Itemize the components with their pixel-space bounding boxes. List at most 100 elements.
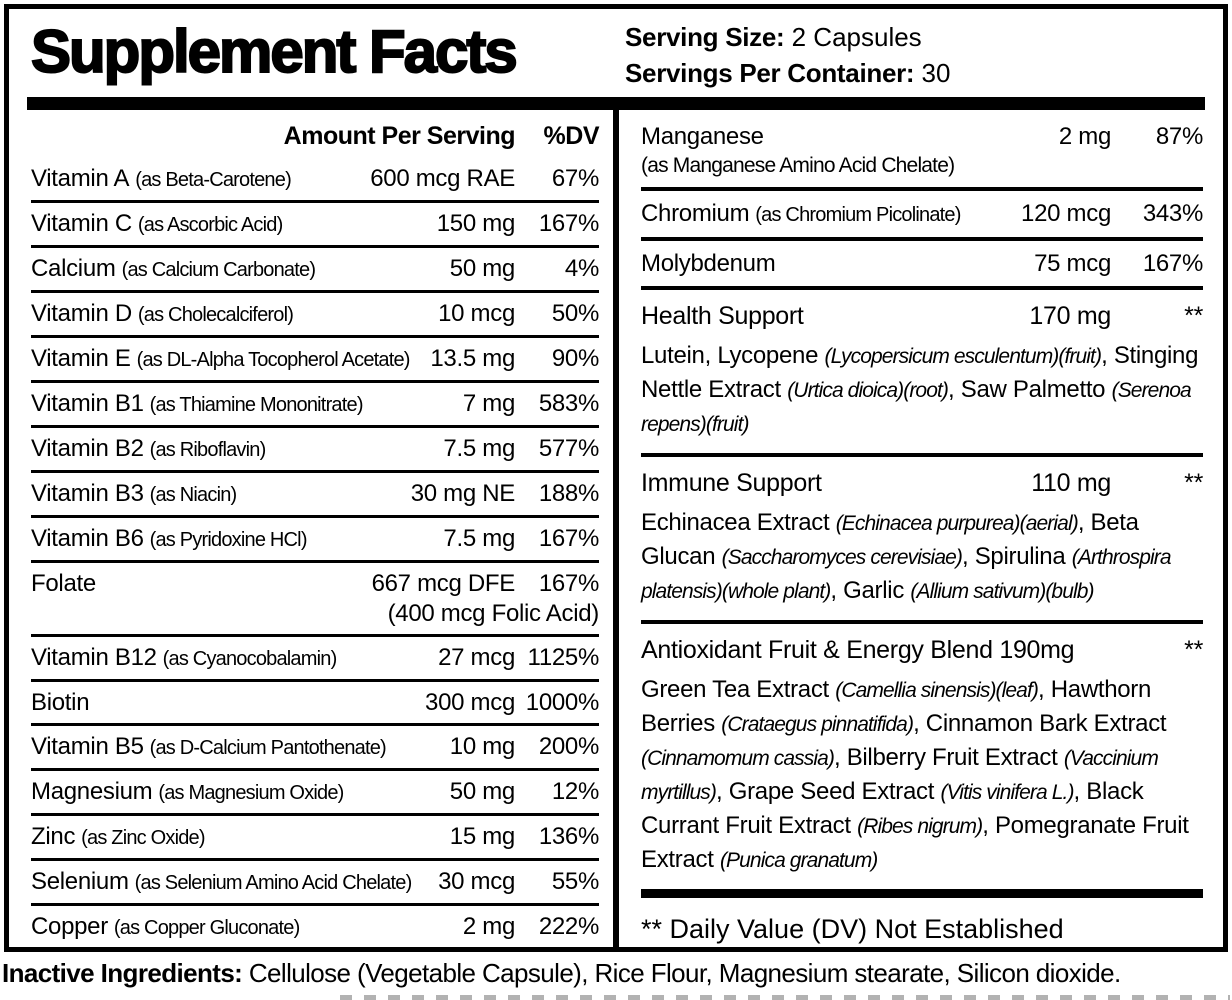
latin-name: (Echinacea purpurea)(aerial) — [835, 512, 1079, 535]
nutrient-name: Selenium — [31, 868, 129, 895]
ingredient-text: , Garlic — [830, 577, 911, 604]
nutrient-name: Folate — [31, 570, 96, 597]
blend-amount: 110 mg — [1031, 469, 1111, 497]
nutrient-dv: 50% — [551, 300, 599, 327]
nutrient-row-folate: Folate 667 mcg DFE 167% (400 mcg Folic Aci… — [31, 563, 599, 637]
blend-immune-support: Immune Support 110 mg ** Echinacea Extract… — [641, 457, 1203, 624]
nutrient-form: (as Cyanocobalamin) — [162, 648, 338, 670]
nutrient-dv: 55% — [551, 868, 599, 895]
nutrient-name: Vitamin B5 — [31, 733, 144, 760]
nutrient-name: Zinc — [31, 823, 76, 850]
ingredient-text: , Cinnamon Bark Extract — [913, 710, 1167, 737]
latin-name: (Allium sativum)(bulb) — [910, 580, 1094, 603]
ingredient-text: , Saw Palmetto — [948, 376, 1112, 403]
ingredient-text: , Black Currant Fruit Extract — [641, 778, 1144, 839]
nutrient-dv: 67% — [551, 165, 599, 192]
nutrient-form: (as Magnesium Oxide) — [158, 782, 344, 804]
inactive-ingredients-label: Inactive Ingredients: — [2, 958, 243, 988]
nutrient-dv: 136% — [538, 823, 599, 850]
ingredient-text: , Hawthorn Berries — [641, 676, 1152, 737]
nutrient-name: Magnesium — [31, 778, 153, 805]
nutrient-row-vitamin-b1: Vitamin B1 (as Thiamine Mononitrate) 7 mg 5… — [31, 383, 599, 428]
nutrient-name: Vitamin B6 — [31, 525, 144, 552]
nutrient-name: Chromium — [641, 200, 750, 227]
amount-per-serving-header: Amount Per Serving — [283, 122, 516, 150]
inactive-ingredients: Inactive Ingredients: Cellulose (Vegetab… — [2, 958, 1232, 989]
ingredient-text: , Pomegranate Fruit Extract — [641, 812, 1189, 873]
nutrient-row-vitamin-b5: Vitamin B5 (as D-Calcium Pantothenate) 10 … — [31, 726, 599, 771]
nutrient-amount: 7 mg — [462, 390, 515, 417]
folate-line-1: Folate 667 mcg DFE 167% — [31, 569, 599, 599]
nutrient-name: Vitamin B3 — [31, 480, 144, 507]
ingredient-text: , Spirulina — [961, 543, 1072, 570]
nutrient-dv: 583% — [538, 390, 599, 417]
nutrient-form: (as Beta-Carotene) — [135, 169, 291, 191]
dv-header: %DV — [543, 122, 600, 150]
nutrient-amount: 15 mg — [449, 823, 516, 850]
nutrient-form: (as Pyridoxine HCl) — [149, 529, 308, 551]
nutrient-name: Vitamin D — [31, 300, 132, 327]
nutrient-dv: 167% — [1142, 250, 1203, 277]
footnote-divider-bar — [641, 889, 1203, 898]
nutrient-amount: 10 mg — [449, 733, 516, 760]
latin-name: (Vitis vinifera L.) — [940, 781, 1074, 804]
nutrient-dv: 167% — [538, 210, 599, 237]
dv-footnote: ** Daily Value (DV) Not Established — [641, 914, 1064, 944]
panel-title: Supplement Facts — [30, 17, 519, 86]
nutrient-dv: 12% — [551, 778, 599, 805]
manganese-line-1: Manganese 2 mg 87% — [641, 122, 1203, 152]
right-column: Manganese 2 mg 87% (as Manganese Amino Aci… — [619, 110, 1223, 947]
nutrient-name: Vitamin B1 — [31, 390, 144, 417]
serving-info: Serving Size: 2 Capsules Servings Per Co… — [625, 19, 950, 91]
blend-dv: ** — [1184, 636, 1203, 664]
blend-header: Antioxidant Fruit & Energy Blend 190mg ** — [641, 630, 1203, 673]
nutrient-amount: 10 mcg — [438, 300, 515, 327]
nutrient-dv: 167% — [538, 570, 599, 597]
nutrient-form: (as Chromium Picolinate) — [755, 204, 961, 226]
nutrient-row-copper: Copper (as Copper Gluconate) 2 mg 222% — [31, 906, 599, 948]
nutrient-form: (as D-Calcium Pantothenate) — [149, 737, 387, 759]
nutrient-row-vitamin-b2: Vitamin B2 (as Riboflavin) 7.5 mg 577% — [31, 428, 599, 473]
blend-header: Immune Support 110 mg ** — [641, 463, 1203, 506]
latin-name: (Arthrospira platensis)(whole plant) — [641, 546, 1172, 603]
nutrient-amount: 2 mg — [1058, 123, 1111, 150]
ingredient-text: , Beta Glucan — [641, 509, 1139, 570]
nutrient-form: (as Ascorbic Acid) — [137, 214, 283, 236]
nutrient-row-zinc: Zinc (as Zinc Oxide) 15 mg 136% — [31, 816, 599, 861]
nutrient-form: (as Riboflavin) — [149, 439, 267, 461]
blend-dv: ** — [1184, 302, 1203, 330]
nutrient-row-manganese: Manganese 2 mg 87% (as Manganese Amino Aci… — [641, 114, 1203, 191]
blend-antioxidant: Antioxidant Fruit & Energy Blend 190mg **… — [641, 624, 1203, 889]
nutrient-form: (as Zinc Oxide) — [81, 827, 205, 849]
blend-title: Antioxidant Fruit & Energy Blend 190mg — [641, 636, 1075, 664]
latin-name: (Ribes nigrum) — [857, 815, 983, 838]
nutrient-name: Vitamin E — [31, 345, 131, 372]
nutrient-dv: 87% — [1155, 123, 1203, 150]
nutrient-amount: 150 mg — [436, 210, 516, 237]
column-divider — [613, 110, 619, 947]
nutrient-dv: 222% — [538, 913, 599, 940]
servings-per-container-value: 30 — [921, 58, 951, 88]
nutrient-form: (as Niacin) — [149, 484, 238, 506]
left-column: Amount Per Serving %DV Vitamin A (as Beta… — [9, 110, 613, 947]
nutrient-amount: 2 mg — [462, 913, 515, 940]
footnote-section: ** Daily Value (DV) Not Established — [641, 889, 1203, 957]
latin-name: (Punica granatum) — [719, 849, 878, 872]
manganese-form: (as Manganese Amino Acid Chelate) — [641, 154, 955, 177]
servings-per-container-label: Servings Per Container: — [625, 58, 915, 88]
nutrient-dv: 4% — [564, 255, 599, 282]
nutrient-name: Vitamin B2 — [31, 435, 144, 462]
nutrient-form: (as Calcium Carbonate) — [121, 259, 316, 281]
nutrient-amount: 75 mcg — [1034, 250, 1111, 277]
nutrient-amount: 667 mcg DFE — [371, 570, 516, 597]
nutrient-amount: 13.5 mg — [430, 345, 515, 372]
nutrient-name: Calcium — [31, 255, 116, 282]
nutrient-amount: 120 mcg — [1021, 200, 1111, 227]
serving-size-line: Serving Size: 2 Capsules — [625, 19, 950, 55]
blend-ingredients: Echinacea Extract (Echinacea purpurea)(a… — [641, 506, 1203, 608]
latin-name: (Crataegus pinnatifida) — [721, 713, 914, 736]
nutrient-name: Biotin — [31, 689, 90, 716]
latin-name: (Saccharomyces cerevisiae) — [721, 546, 963, 569]
blend-title: Health Support — [641, 302, 804, 330]
nutrient-row-magnesium: Magnesium (as Magnesium Oxide) 50 mg 12% — [31, 771, 599, 816]
